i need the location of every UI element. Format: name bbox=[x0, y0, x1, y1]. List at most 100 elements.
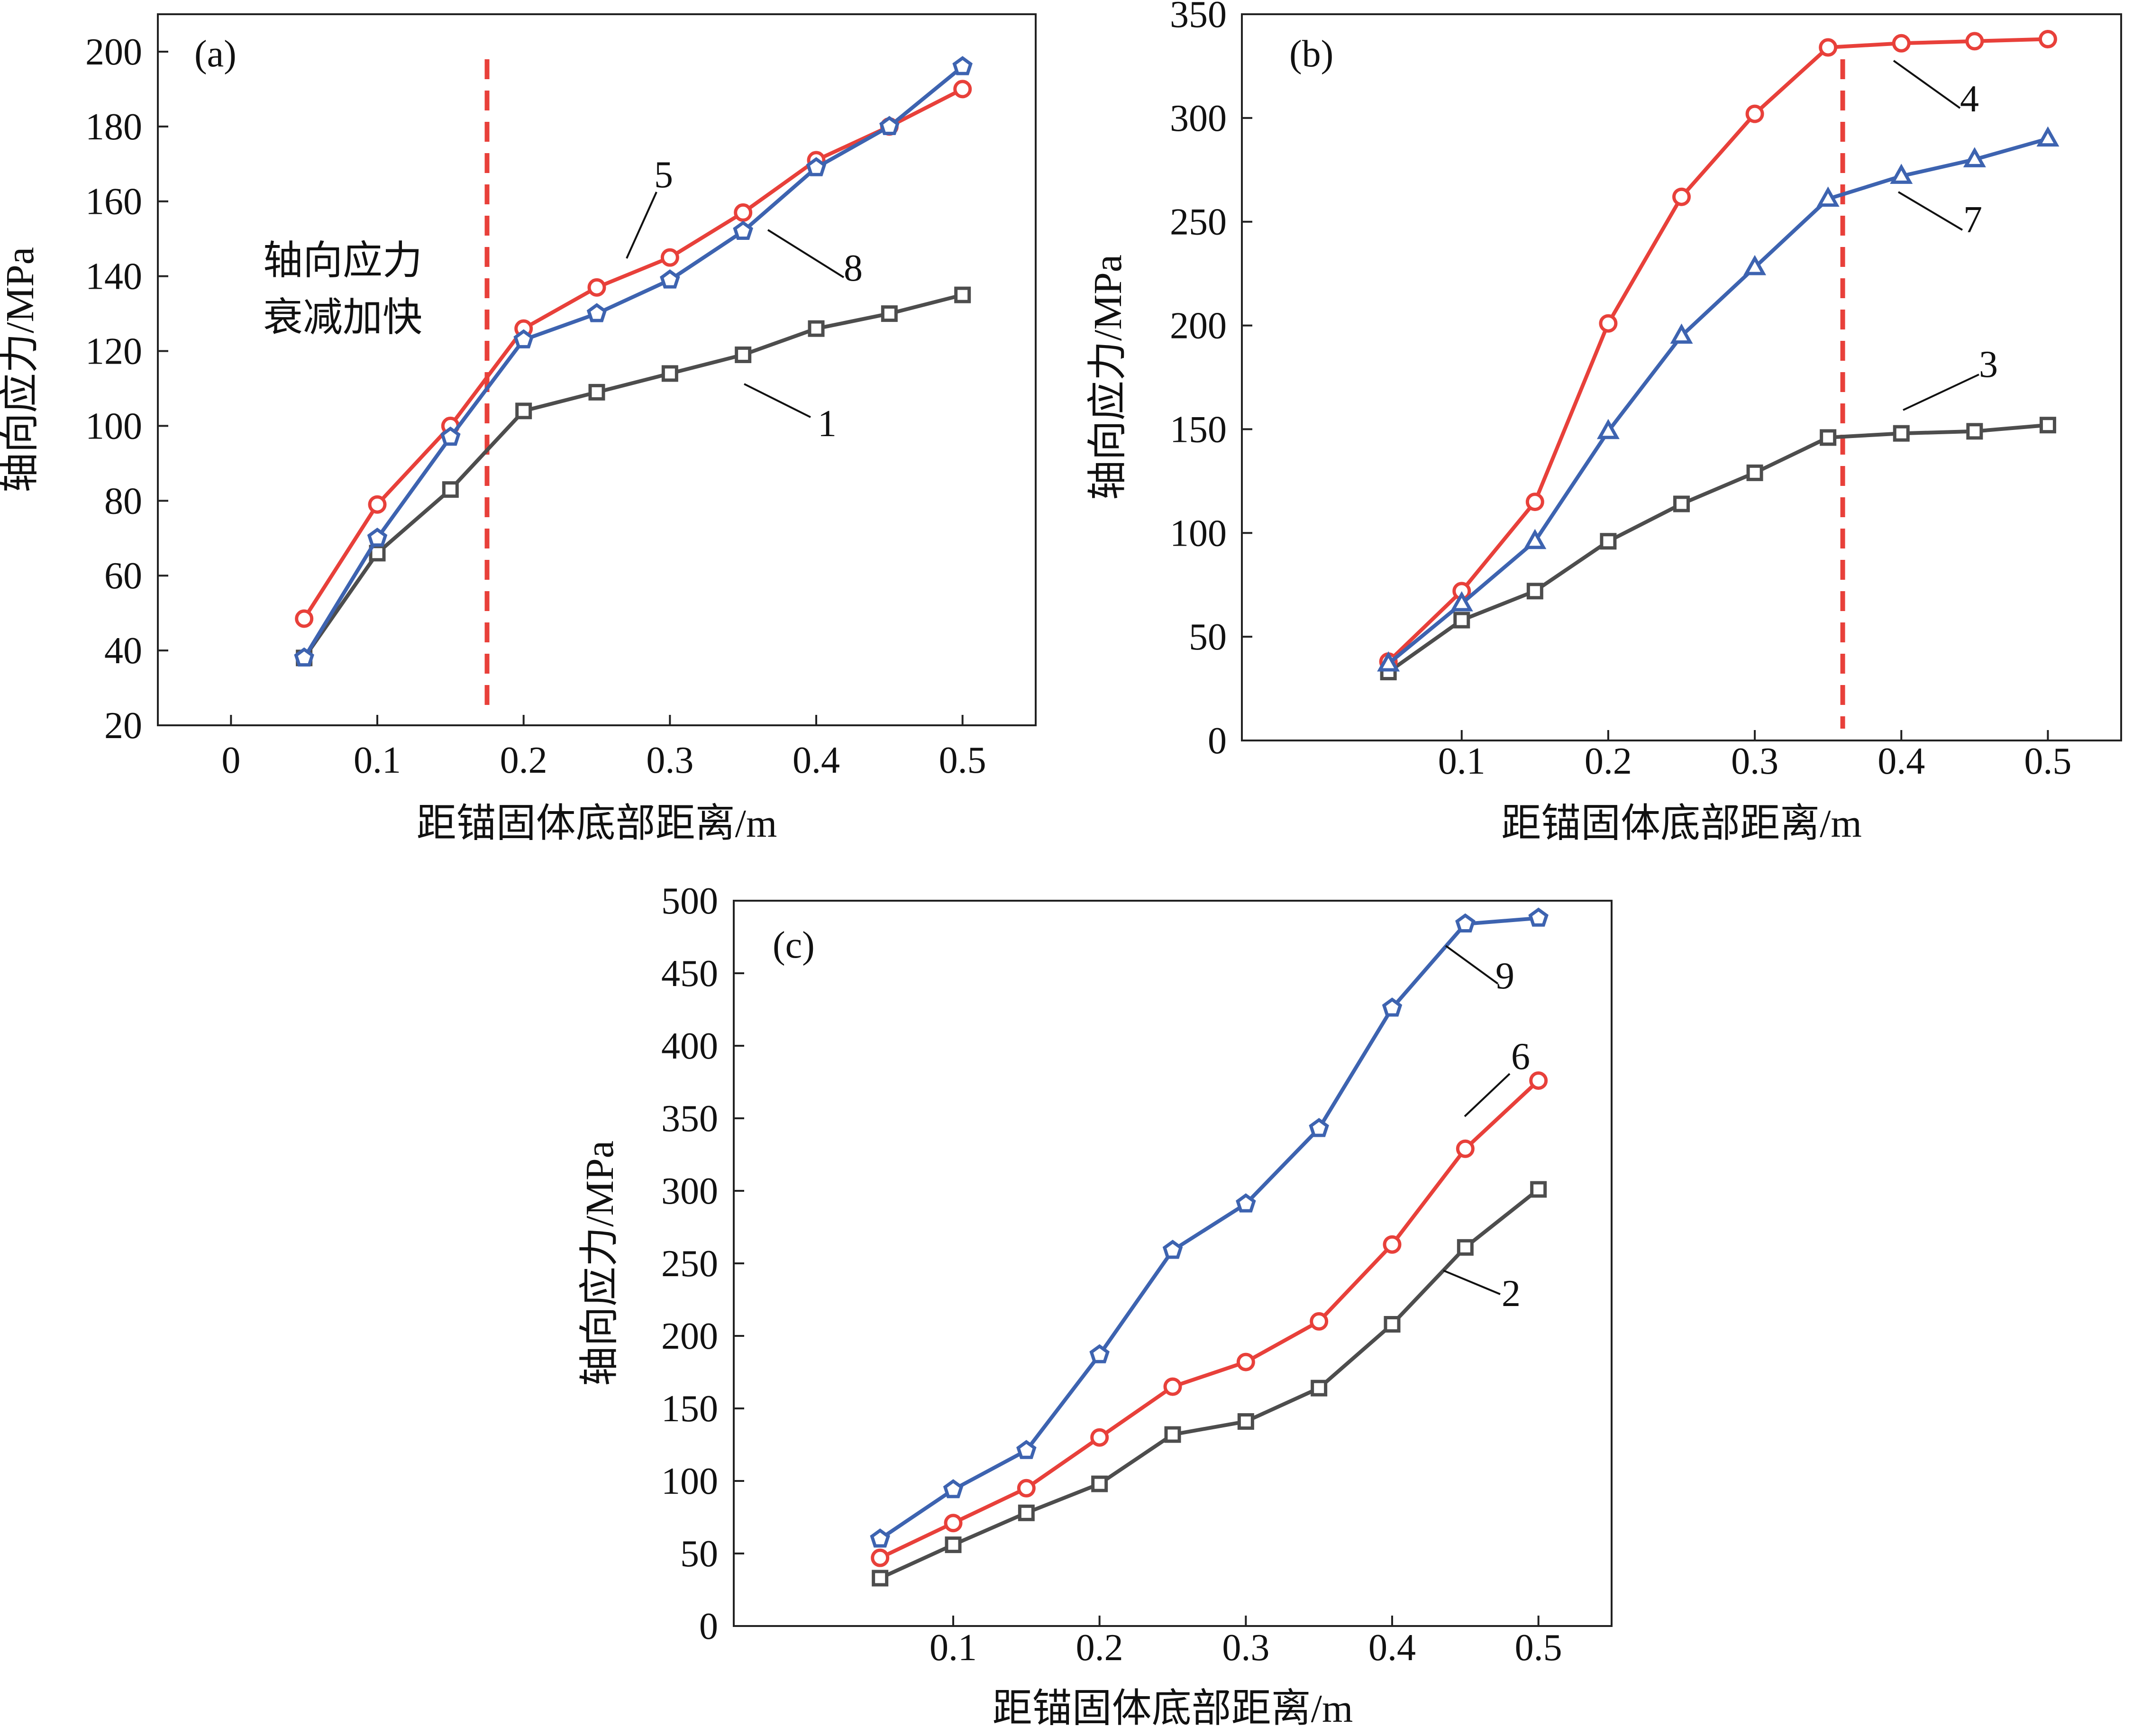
series-callout-label: 8 bbox=[844, 247, 863, 289]
series-9 bbox=[870, 907, 1549, 1548]
data-point bbox=[735, 346, 752, 363]
y-axis-title: 轴向应力/MPa bbox=[0, 247, 42, 493]
y-tick-label: 80 bbox=[104, 480, 142, 522]
x-tick-label: 0.4 bbox=[1368, 1627, 1416, 1669]
data-point bbox=[588, 384, 605, 401]
series-callout-label: 1 bbox=[818, 403, 837, 445]
data-point bbox=[1599, 314, 1618, 333]
data-point bbox=[1311, 1380, 1328, 1397]
data-point bbox=[1090, 1428, 1109, 1447]
data-point bbox=[586, 303, 607, 322]
y-tick-label: 200 bbox=[85, 31, 142, 73]
data-point bbox=[1819, 38, 1838, 57]
series-callout-label: 7 bbox=[1963, 199, 1982, 241]
data-point bbox=[1309, 1118, 1329, 1137]
panel-label: (a) bbox=[194, 33, 237, 75]
series-8 bbox=[294, 56, 973, 667]
series-line-7 bbox=[1387, 137, 2049, 666]
y-axis-title: 轴向应力/MPa bbox=[578, 1141, 622, 1386]
data-point bbox=[1457, 1239, 1474, 1256]
y-tick-label: 60 bbox=[104, 555, 142, 597]
data-point bbox=[1017, 1479, 1036, 1498]
x-tick-label: 0.4 bbox=[1878, 740, 1925, 782]
series-callout-label: 2 bbox=[1502, 1273, 1521, 1315]
data-point bbox=[587, 278, 606, 297]
data-point bbox=[660, 248, 679, 267]
y-tick-label: 120 bbox=[85, 331, 142, 373]
x-axis-title: 距锚固体底部距离/m bbox=[1501, 802, 1862, 846]
y-tick-label: 150 bbox=[1170, 409, 1227, 450]
data-point bbox=[1383, 1235, 1402, 1254]
annotation-text: 轴向应力 bbox=[263, 239, 422, 283]
data-point bbox=[881, 305, 898, 322]
data-point bbox=[1600, 533, 1617, 550]
data-point bbox=[1236, 1193, 1256, 1213]
data-point bbox=[1384, 1316, 1401, 1333]
y-tick-label: 350 bbox=[661, 1098, 718, 1140]
x-tick-label: 0.2 bbox=[1585, 740, 1632, 782]
data-point bbox=[1091, 1475, 1108, 1492]
data-point bbox=[1525, 493, 1544, 512]
y-tick-label: 250 bbox=[1170, 201, 1227, 243]
data-point bbox=[2038, 30, 2057, 49]
callout-leader-line bbox=[1443, 1270, 1501, 1295]
y-tick-label: 40 bbox=[104, 630, 142, 672]
data-point bbox=[734, 203, 753, 222]
data-point bbox=[1382, 997, 1403, 1017]
series-1 bbox=[296, 286, 971, 667]
data-point bbox=[442, 481, 459, 498]
data-point bbox=[870, 1528, 890, 1548]
data-point bbox=[295, 609, 314, 628]
y-tick-label: 140 bbox=[85, 256, 142, 298]
series-callout-label: 3 bbox=[1979, 344, 1998, 385]
data-point bbox=[1016, 1440, 1037, 1459]
data-point bbox=[1530, 1181, 1547, 1198]
data-point bbox=[440, 426, 461, 446]
series-5 bbox=[295, 80, 972, 628]
y-tick-label: 350 bbox=[1170, 0, 1227, 36]
data-point bbox=[1820, 429, 1837, 446]
data-point bbox=[367, 527, 388, 547]
y-axis-title: 轴向应力/MPa bbox=[1086, 255, 1130, 500]
y-tick-label: 0 bbox=[1208, 720, 1227, 762]
x-tick-label: 0.3 bbox=[1222, 1627, 1269, 1669]
panel-label: (b) bbox=[1289, 33, 1333, 75]
data-point bbox=[1528, 907, 1549, 927]
data-point bbox=[872, 1570, 889, 1587]
y-tick-label: 200 bbox=[661, 1316, 718, 1357]
data-point bbox=[944, 1514, 963, 1533]
data-point bbox=[952, 56, 973, 75]
y-tick-label: 500 bbox=[661, 880, 718, 922]
data-point bbox=[1670, 323, 1693, 344]
data-point bbox=[1892, 34, 1911, 53]
chart-panel-a: 20 40 60 80 100 120 140 160 180 200 0 0.1 0.2 0.3 0.4 0… bbox=[0, 13, 1037, 846]
data-point bbox=[1456, 1139, 1475, 1158]
series-line-9 bbox=[879, 916, 1539, 1541]
x-tick-label: 0.5 bbox=[2024, 740, 2071, 782]
data-point bbox=[1526, 583, 1543, 600]
data-point bbox=[661, 365, 678, 382]
data-point bbox=[1965, 32, 1984, 51]
y-tick-label: 250 bbox=[661, 1243, 718, 1285]
series-callout-label: 4 bbox=[1960, 78, 1979, 120]
series-callout-label: 5 bbox=[654, 154, 673, 196]
data-point bbox=[954, 286, 971, 303]
y-tick-label: 100 bbox=[661, 1461, 718, 1502]
x-axis-title: 距锚固体底部距离/m bbox=[417, 802, 777, 846]
panel-label: (c) bbox=[773, 924, 815, 966]
data-point bbox=[1455, 913, 1476, 932]
data-point bbox=[660, 269, 680, 289]
callout-leader-line bbox=[1464, 1073, 1511, 1117]
data-point bbox=[879, 116, 900, 135]
data-point bbox=[1163, 1377, 1182, 1396]
data-point bbox=[1745, 104, 1764, 123]
callout-leader-line bbox=[767, 229, 845, 278]
callout-leader-line bbox=[744, 383, 811, 418]
y-tick-label: 300 bbox=[1170, 98, 1227, 139]
data-point bbox=[1162, 1240, 1183, 1259]
chart-panel-c: 0 50 100 150 200 250 300 350 400 450 500 0.1 0.2 0.3 0… bbox=[578, 880, 1613, 1731]
data-point bbox=[1816, 186, 1840, 207]
x-tick-label: 0.3 bbox=[1731, 740, 1778, 782]
callout-leader-line bbox=[1897, 191, 1963, 231]
data-point bbox=[943, 1479, 964, 1498]
